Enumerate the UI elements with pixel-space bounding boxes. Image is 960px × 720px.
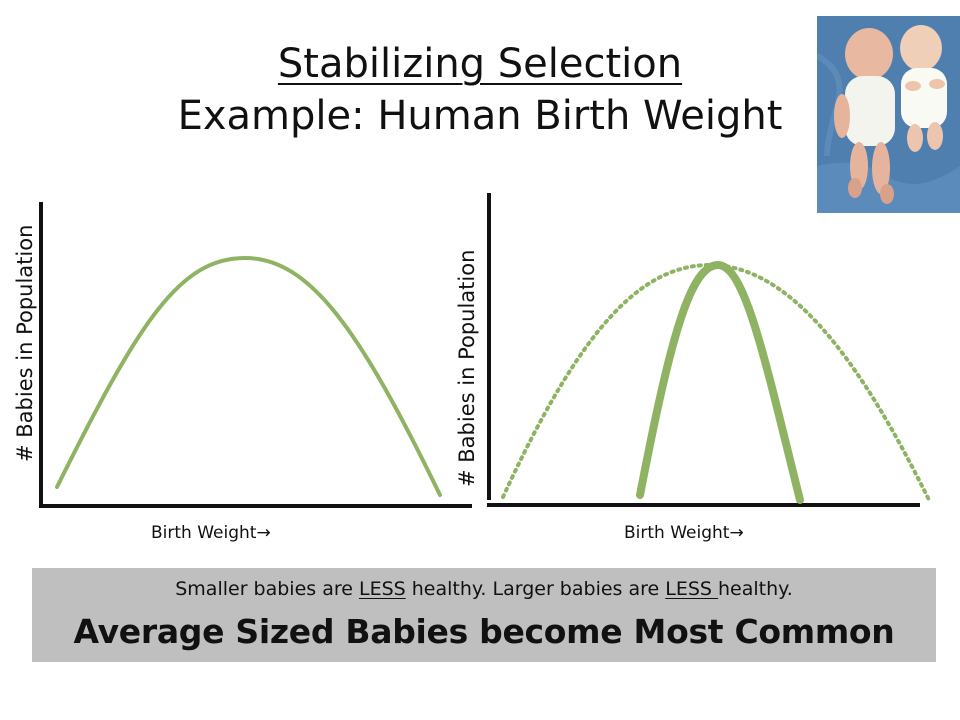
chart-after-original-curve [501, 262, 931, 502]
summary-headline: Average Sized Babies become Most Common [73, 612, 895, 651]
summary-subtext: Smaller babies are LESS healthy. Larger … [175, 578, 793, 600]
chart-after-xlabel: Birth Weight→ [624, 523, 744, 543]
chart-before-svg [39, 202, 472, 508]
chart-after-ylabel: # Babies in Population [455, 249, 479, 487]
arrow-right-icon: → [256, 523, 271, 543]
chart-before [0, 0, 480, 560]
less-emphasis: LESS [358, 578, 406, 600]
chart-before-xlabel: Birth Weight→ [151, 523, 271, 543]
arrow-right-icon: → [729, 523, 744, 543]
less-emphasis: LESS [665, 578, 719, 600]
chart-before-curve [55, 255, 442, 497]
chart-after-svg [487, 193, 931, 507]
summary-box: Smaller babies are LESS healthy. Larger … [32, 568, 936, 662]
title-main: Stabilizing Selection [277, 41, 683, 87]
slide-title: Stabilizing Selection Example: Human Bir… [60, 38, 900, 142]
newborns-photo [817, 16, 960, 213]
chart-after [487, 193, 931, 507]
title-subtitle: Example: Human Birth Weight [177, 93, 783, 139]
chart-after-narrow-curve [636, 260, 804, 504]
